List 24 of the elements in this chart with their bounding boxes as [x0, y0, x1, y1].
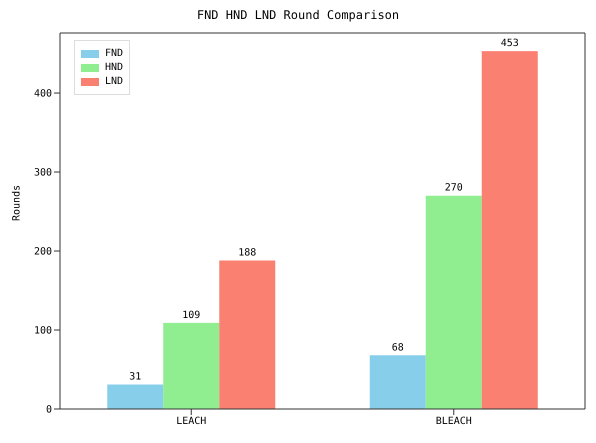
- data-label: 68: [392, 342, 404, 354]
- x-tick-label: BLEACH: [436, 416, 472, 428]
- y-tick-label: 400: [34, 88, 52, 100]
- bar: [370, 355, 426, 409]
- data-label: 453: [500, 38, 519, 50]
- legend-label: LND: [105, 76, 124, 87]
- bar: [482, 51, 538, 409]
- legend-label: FND: [105, 48, 124, 59]
- data-label: 31: [129, 372, 142, 383]
- y-tick-label: 300: [34, 168, 52, 179]
- y-tick-label: 0: [46, 404, 52, 416]
- x-tick-label: LEACH: [176, 416, 206, 428]
- y-tick-label: 100: [34, 326, 52, 337]
- chart-title: FND HND LND Round Comparison: [196, 8, 400, 24]
- y-tick-label: 200: [34, 246, 52, 258]
- bar: [426, 196, 482, 409]
- data-label: 270: [444, 182, 463, 194]
- legend-label: HND: [105, 62, 124, 73]
- data-label: 188: [238, 247, 256, 258]
- data-label: 109: [182, 310, 200, 321]
- y-axis-title: Rounds: [12, 184, 23, 221]
- bar: [219, 260, 276, 409]
- bar: [163, 322, 220, 409]
- bar: [107, 384, 164, 409]
